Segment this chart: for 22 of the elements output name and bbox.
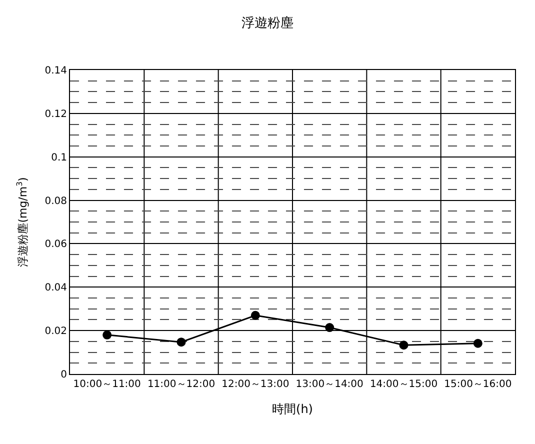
y-tick-label: 0.12 bbox=[44, 108, 67, 120]
point bbox=[102, 330, 112, 340]
point bbox=[473, 338, 482, 348]
x-axis-title: 時間(h) bbox=[272, 402, 313, 416]
y-tick-label: 0.14 bbox=[44, 66, 67, 76]
x-tick-label: 11:00～12:00 bbox=[147, 379, 216, 390]
x-tick-label: 14:00～15:00 bbox=[370, 379, 438, 390]
point bbox=[399, 340, 408, 350]
x-tick-label: 10:00～11:00 bbox=[73, 379, 141, 390]
chart-title: 浮遊粉塵 bbox=[242, 16, 294, 31]
y-tick-label: 0.08 bbox=[44, 196, 67, 207]
y-tick-label: 0.1 bbox=[51, 152, 67, 164]
y-tick-label: 0.06 bbox=[44, 239, 67, 250]
point bbox=[250, 310, 260, 320]
y-tick-label: 0 bbox=[60, 370, 67, 380]
y-tick-label: 0.04 bbox=[44, 282, 67, 294]
point bbox=[325, 323, 334, 332]
x-tick-label: 13:00～14:00 bbox=[296, 379, 364, 390]
x-tick-label: 12:00～13:00 bbox=[222, 379, 290, 390]
point bbox=[176, 338, 186, 347]
x-tick-label: 15:00～16:00 bbox=[444, 379, 512, 390]
y-tick-label: 0.02 bbox=[44, 326, 67, 338]
